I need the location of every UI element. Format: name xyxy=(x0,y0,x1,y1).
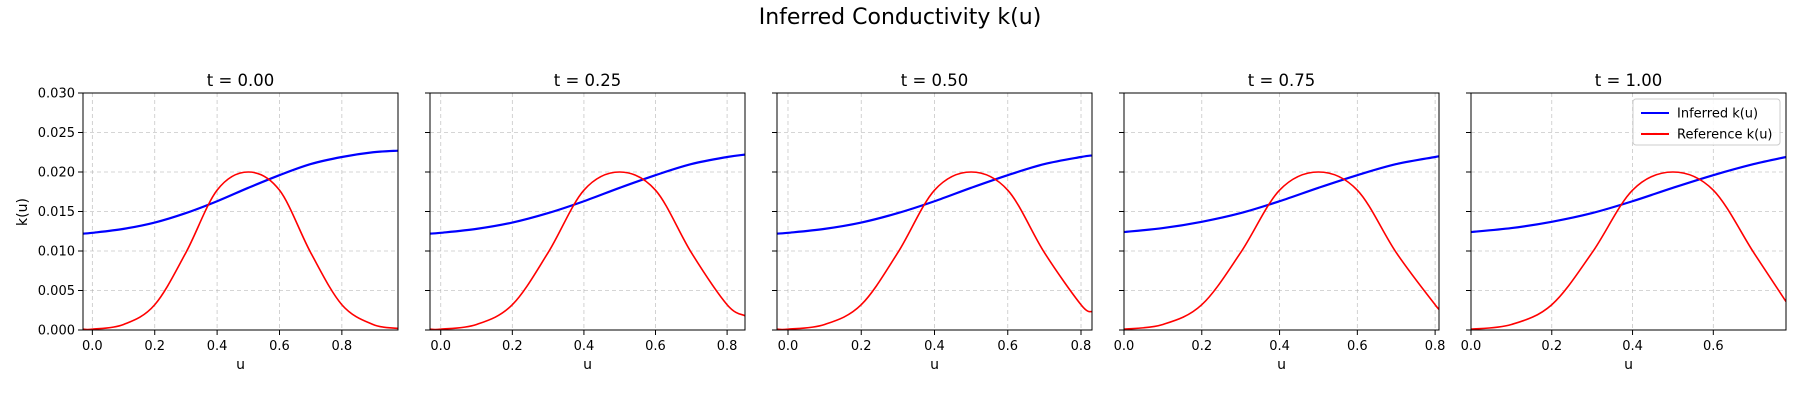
reference-line xyxy=(1471,171,1786,330)
x-tick-label: 0.6 xyxy=(269,339,290,354)
panel-title: t = 0.75 xyxy=(1248,71,1316,90)
inferred-line xyxy=(83,149,398,235)
x-tick-label: 0.2 xyxy=(144,339,165,354)
panel-title: t = 0.25 xyxy=(554,71,622,90)
y-axis-label: k(u) xyxy=(15,198,31,226)
x-tick-label: 0.0 xyxy=(82,339,103,354)
x-tick-label: 0.6 xyxy=(997,339,1018,354)
reference-line xyxy=(777,171,1092,330)
x-tick-label: 0.8 xyxy=(1425,339,1446,354)
x-tick-label: 0.4 xyxy=(924,339,945,354)
subplot-2: 0.0 0.2 0.4 0.6 0.8 t = 0.25 u xyxy=(425,71,746,373)
inferred-line xyxy=(430,153,745,235)
legend-label-inferred: Inferred k(u) xyxy=(1677,107,1758,122)
y-tick-label: 0.005 xyxy=(38,284,75,299)
x-tick-label: 0.6 xyxy=(1347,339,1368,354)
subplot-1: 0.0 0.2 0.4 0.6 0.8 0.000 0.005 0.010 0.015 0.020… xyxy=(38,71,399,373)
x-tick-label: 0.4 xyxy=(207,339,228,354)
y-tick-label: 0.015 xyxy=(38,205,75,220)
panel-title: t = 0.50 xyxy=(901,71,969,90)
reference-line xyxy=(83,171,398,330)
x-axis-label: u xyxy=(1277,357,1286,373)
figure-title: Inferred Conductivity k(u) xyxy=(759,5,1042,30)
x-tick-label: 0.0 xyxy=(430,339,451,354)
x-tick-label: 0.6 xyxy=(645,339,666,354)
x-axis-label: u xyxy=(583,357,592,373)
reference-line xyxy=(430,171,745,330)
subplot-4: 0.0 0.2 0.4 0.6 0.8 t = 0.75 u xyxy=(1114,71,1446,373)
x-tick-label: 0.4 xyxy=(574,339,595,354)
x-tick-label: 0.8 xyxy=(717,339,738,354)
x-tick-label: 0.0 xyxy=(1114,339,1135,354)
y-tick-label: 0.000 xyxy=(38,324,75,339)
x-tick-label: 0.2 xyxy=(502,339,523,354)
reference-line xyxy=(1124,171,1439,330)
y-tick-label: 0.030 xyxy=(38,87,75,102)
panel-title: t = 1.00 xyxy=(1595,71,1663,90)
x-tick-label: 0.2 xyxy=(1191,339,1212,354)
panel-title: t = 0.00 xyxy=(207,71,275,90)
x-tick-label: 0.0 xyxy=(778,339,799,354)
inferred-line xyxy=(1124,155,1439,234)
subplot-3: 0.0 0.2 0.4 0.6 0.8 t = 0.50 u xyxy=(772,71,1093,373)
subplot-5: 0.0 0.2 0.4 0.6 t = 1.00 u Inferred k(u) Refere… xyxy=(1461,71,1787,373)
x-tick-label: 0.4 xyxy=(1269,339,1290,354)
inferred-line xyxy=(1471,155,1786,234)
x-axis-label: u xyxy=(930,357,939,373)
inferred-line xyxy=(777,154,1092,235)
legend-label-reference: Reference k(u) xyxy=(1677,128,1773,143)
y-tick-label: 0.010 xyxy=(38,245,75,260)
x-tick-label: 0.2 xyxy=(1541,339,1562,354)
x-tick-label: 0.8 xyxy=(1071,339,1092,354)
legend-box xyxy=(1632,98,1781,146)
y-tick-label: 0.025 xyxy=(38,126,75,141)
x-axis-label: u xyxy=(236,357,245,373)
x-tick-label: 0.0 xyxy=(1461,339,1482,354)
x-tick-label: 0.4 xyxy=(1622,339,1643,354)
y-tick-label: 0.020 xyxy=(38,166,75,181)
x-axis-label: u xyxy=(1624,357,1633,373)
panels: 0.0 0.2 0.4 0.6 0.8 0.000 0.005 0.010 0.015 0.020… xyxy=(38,71,1787,373)
legend: Inferred k(u) Reference k(u) xyxy=(1632,98,1781,146)
x-tick-label: 0.8 xyxy=(332,339,353,354)
x-tick-label: 0.2 xyxy=(851,339,872,354)
x-tick-label: 0.6 xyxy=(1703,339,1724,354)
